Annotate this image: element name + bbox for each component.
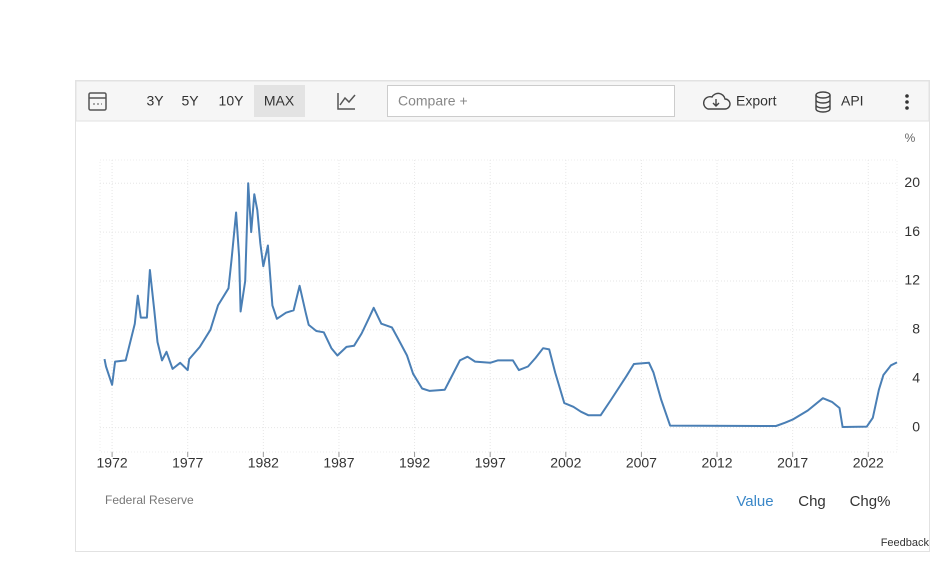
unit-label: % [905,131,916,145]
chart-type-button[interactable] [337,93,356,110]
y-tick-label: 8 [912,321,920,337]
calendar-button[interactable] [88,92,107,111]
y-tick-label: 12 [904,272,920,288]
y-tick-label: 0 [912,418,920,434]
value-tab[interactable]: Value [736,493,773,510]
x-tick-label: 1987 [323,455,354,471]
api-button[interactable]: API [815,91,864,113]
y-tick-label: 20 [904,174,920,190]
active-range-bg [254,85,305,117]
api-label[interactable]: API [841,93,864,109]
more-menu[interactable] [905,94,909,110]
range-button[interactable]: 10Y [219,93,245,109]
x-tick-label: 1982 [248,455,279,471]
x-tick-label: 2017 [777,455,808,471]
feedback-link[interactable]: Feedback [881,537,930,549]
y-tick-label: 4 [912,369,920,385]
series-line [103,182,898,428]
chgpct-tab[interactable]: Chg% [850,493,891,510]
source: Federal Reserve [105,493,194,507]
compare-placeholder: Compare + [398,93,468,109]
export-label[interactable]: Export [736,93,777,109]
x-tick-label: 2002 [550,455,581,471]
x-tick-label: 1972 [97,455,128,471]
plot-area [99,159,898,453]
x-tick-label: 1997 [475,455,506,471]
range-button[interactable]: 3Y [146,93,164,109]
range-button[interactable]: MAX [264,93,295,109]
x-tick-label: 1977 [172,455,203,471]
x-tick-label: 1992 [399,455,430,471]
range-button[interactable]: 5Y [181,93,199,109]
plot: 0 4 8 12 16 20 1972 1977 1982 1987 1992 1997 2002 200… [97,159,920,471]
export-button[interactable]: Export [702,93,777,110]
x-tick-label: 2022 [853,455,884,471]
x-tick-label: 2012 [701,455,732,471]
chg-tab[interactable]: Chg [798,493,826,510]
x-tick-label: 2007 [626,455,657,471]
compare-input[interactable] [387,85,675,117]
frame [75,80,930,552]
y-tick-label: 16 [904,223,920,239]
